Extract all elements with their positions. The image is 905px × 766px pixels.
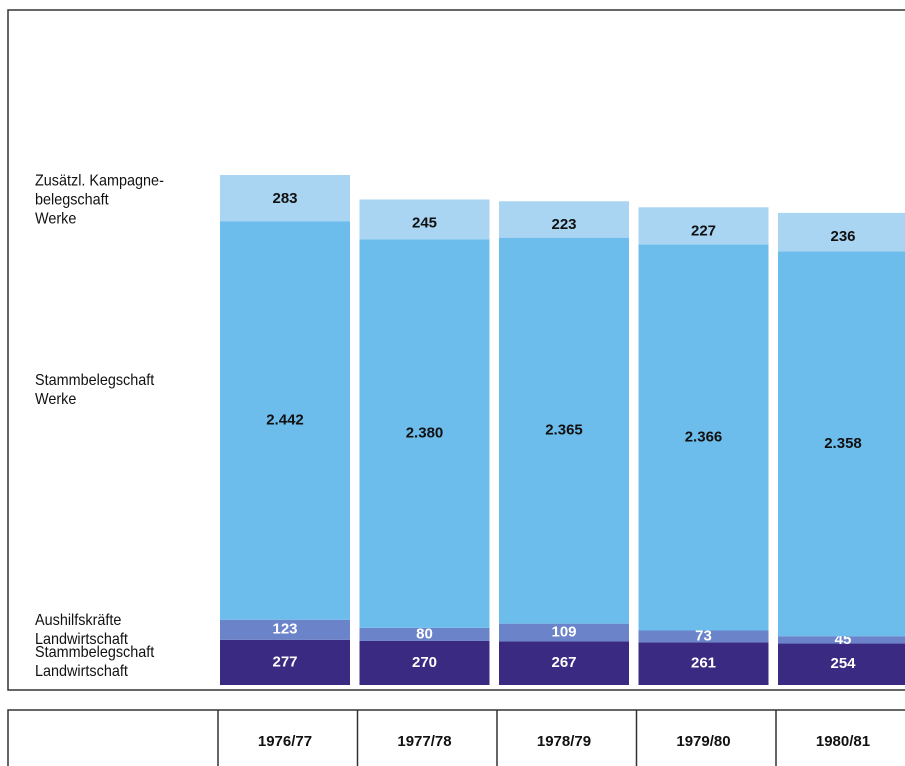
category-label: 1977/78 [397,733,451,750]
value-label: 283 [272,190,297,207]
value-label: 2.442 [266,411,304,428]
bar-segment [638,207,769,245]
bar-segment [499,623,629,642]
category-label: 1978/79 [537,733,591,750]
legend-label: Stammbelegschaft Landwirtschaft [35,644,155,681]
bar-segment [778,636,905,644]
value-label: 2.365 [545,422,583,439]
bar-segment [638,642,769,685]
bar-segment [220,221,350,620]
bar-segment [638,630,769,643]
table-frame [7,709,905,766]
value-label: 2.366 [685,428,723,445]
category-label: 1980/81 [816,733,870,750]
value-label: 123 [272,621,297,638]
value-label: 270 [412,654,437,671]
value-label: 2.380 [406,425,444,442]
bar-segment [359,640,490,685]
value-label: 267 [551,654,576,671]
value-label: 227 [691,222,716,239]
bar-segment [778,643,905,685]
bar-segment [499,641,629,685]
value-label: 2.358 [824,435,862,452]
value-label: 80 [416,625,433,642]
frame [7,9,905,691]
bar-segment [778,212,905,252]
legend-label: Stammbelegschaft Werke [35,372,155,409]
bar-segment [359,627,490,641]
value-label: 223 [551,216,576,233]
value-label: 254 [830,655,856,672]
category-label: 1976/77 [258,733,312,750]
value-label: 277 [272,653,297,670]
bar-segment [638,244,769,631]
value-label: 73 [695,627,712,644]
value-label: 245 [412,214,437,231]
bar-segment [499,237,629,624]
value-label: 261 [691,655,716,672]
bar-segment [359,239,490,628]
bar-segment [778,251,905,637]
bar-segment [499,201,629,238]
bar-segment [220,639,350,685]
legend-label: Aushilfskräfte Landwirtschaft [35,611,128,648]
legend-label: Zusätzl. Kampagne- belegschaft Werke [35,172,164,228]
category-label: 1979/80 [676,733,730,750]
bar-segment [359,199,490,240]
value-label: 236 [830,228,855,245]
bar-segment [220,619,350,640]
value-label: 109 [551,623,576,640]
bar-segment [220,175,350,222]
